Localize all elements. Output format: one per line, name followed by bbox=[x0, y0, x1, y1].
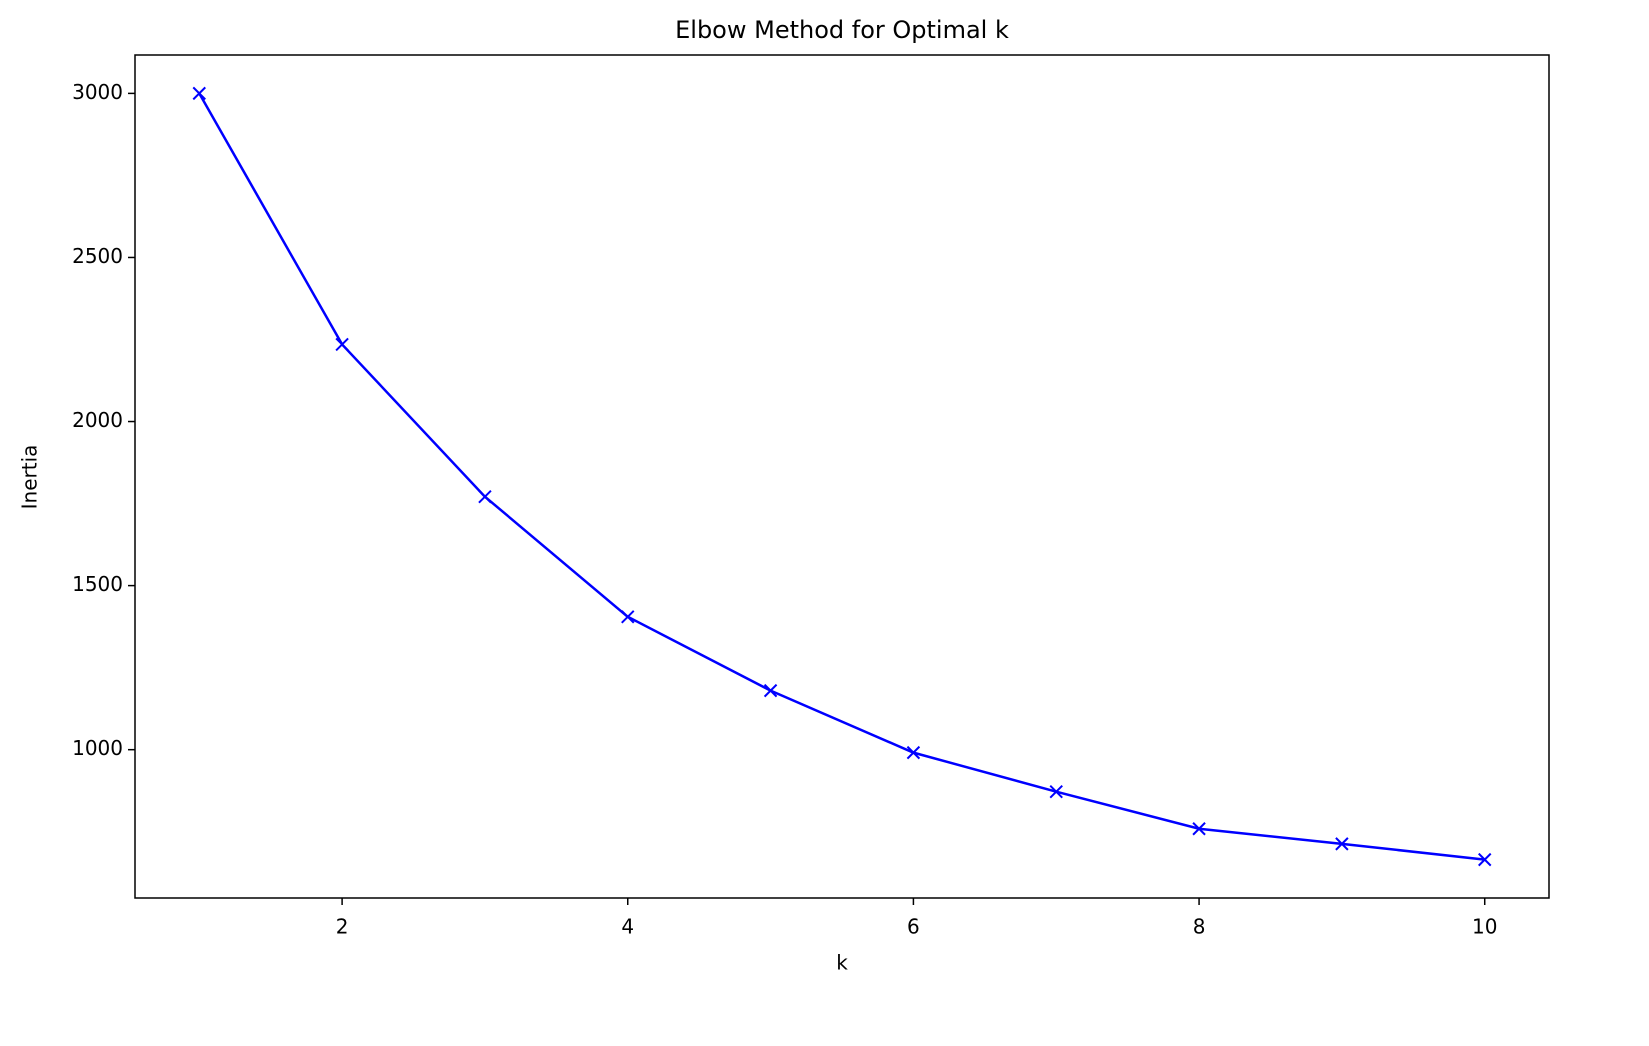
x-tick-label: 4 bbox=[621, 915, 634, 939]
chart-title: Elbow Method for Optimal k bbox=[675, 16, 1009, 44]
y-tick-label: 2000 bbox=[72, 408, 123, 432]
marker bbox=[1478, 852, 1492, 867]
marker bbox=[621, 610, 635, 624]
x-tick-label: 8 bbox=[1193, 915, 1206, 939]
marker bbox=[763, 683, 778, 698]
y-tick-label: 1500 bbox=[72, 572, 123, 596]
x-tick-label: 2 bbox=[336, 915, 349, 939]
marker bbox=[1335, 837, 1349, 851]
marker bbox=[335, 337, 349, 352]
x-tick-label: 6 bbox=[907, 915, 920, 939]
marker bbox=[906, 745, 921, 760]
y-tick-label: 3000 bbox=[72, 80, 123, 104]
y-tick-label: 1000 bbox=[72, 736, 123, 760]
x-axis-label: k bbox=[836, 951, 848, 975]
marker bbox=[478, 489, 492, 504]
x-tick-label: 10 bbox=[1472, 915, 1497, 939]
y-tick-label: 2500 bbox=[72, 244, 123, 268]
marker bbox=[192, 86, 206, 101]
marker bbox=[1192, 822, 1206, 836]
marker bbox=[1049, 784, 1063, 799]
data-line bbox=[198, 92, 1485, 861]
plot-frame bbox=[134, 54, 1550, 899]
y-axis-label: Inertia bbox=[18, 445, 42, 510]
